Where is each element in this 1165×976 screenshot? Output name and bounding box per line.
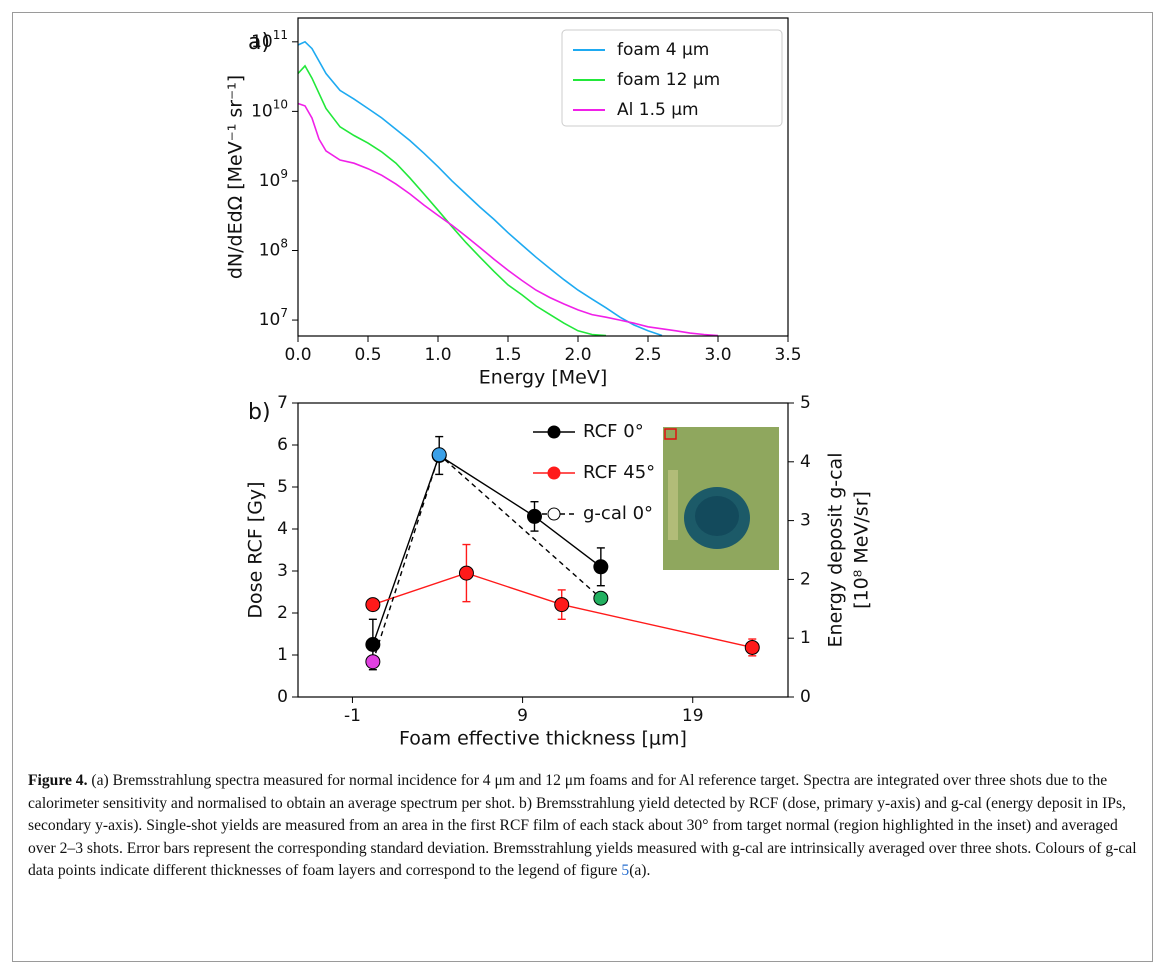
y2-tick-label: 0	[800, 687, 811, 707]
series-line	[297, 102, 719, 337]
tick-base: 10	[251, 32, 273, 52]
y2-axis-label: [10⁸ MeV/sr]	[851, 491, 873, 609]
y2-axis-label: Energy deposit g-cal	[825, 453, 847, 648]
figure-link[interactable]: 5	[621, 862, 630, 880]
y-tick-label: 0	[277, 687, 288, 707]
caption-text: (a) Bremsstrahlung spectra measured for …	[28, 772, 1137, 880]
y-tick-label: 1010	[251, 97, 288, 122]
tick-base: 10	[251, 101, 273, 121]
data-point	[744, 639, 760, 655]
legend-label: foam 4 μm	[617, 40, 709, 60]
data-point	[593, 559, 609, 575]
tick-base: 10	[259, 171, 281, 191]
tick-exponent: 9	[280, 166, 288, 180]
x-axis-label: Foam effective thickness [μm]	[399, 728, 687, 750]
tick-exponent: 7	[280, 306, 288, 320]
y-tick-label: 5	[277, 477, 288, 497]
y2-tick-label: 2	[800, 569, 811, 589]
y-tick-label: 1	[277, 645, 288, 665]
x-tick-label: 1.5	[494, 345, 521, 365]
data-point	[458, 565, 474, 581]
y2-tick-label: 1	[800, 628, 811, 648]
y-tick-label: 107	[259, 306, 288, 331]
legend-label: RCF 0°	[583, 421, 644, 442]
tick-base: 10	[259, 241, 281, 261]
data-point	[526, 508, 542, 524]
y-tick-label: 109	[259, 166, 288, 191]
legend-marker	[547, 466, 561, 480]
data-point	[593, 590, 609, 606]
x-tick-label: 0.0	[284, 345, 311, 365]
y-tick-label: 1011	[251, 27, 288, 52]
data-point	[365, 637, 381, 652]
caption-label: Figure 4.	[28, 772, 88, 789]
y-axis-label: Dose RCF [Gy]	[245, 481, 267, 618]
figure-frame	[12, 12, 1153, 962]
figures: a)0.0 0.5 1.0 1.5 2.0 2.5 3.0 3.510710810910101…	[225, 17, 873, 750]
legend-box	[561, 29, 783, 127]
y-tick-label: 108	[259, 236, 288, 261]
legend-label: RCF 45°	[583, 462, 655, 483]
caption: Figure 4. (a) Bremsstrahlung spectra mea…	[28, 770, 1138, 883]
tick-exponent: 10	[273, 97, 288, 111]
x-tick-label: 2.0	[564, 345, 591, 365]
y2-tick-label: 3	[800, 511, 811, 531]
legend-label: foam 12 μm	[617, 70, 720, 90]
caption-text: (a).	[629, 862, 651, 880]
x-tick-label: 1.0	[424, 345, 451, 365]
panel-label: a)	[248, 30, 270, 55]
plot-frame	[297, 17, 789, 337]
x-tick-label: 19	[682, 706, 704, 726]
legend-label: Al 1.5 μm	[617, 100, 699, 120]
data-point	[365, 654, 381, 670]
series-line	[372, 454, 602, 645]
y-tick-label: 2	[277, 603, 288, 623]
series-line	[372, 572, 753, 649]
y-tick-label: 3	[277, 561, 288, 581]
legend-label: g-cal 0°	[583, 503, 653, 524]
y-tick-label: 4	[277, 519, 288, 539]
x-axis-label: Energy [MeV]	[479, 367, 607, 389]
y-tick-label: 7	[277, 393, 288, 413]
tick-exponent: 11	[273, 27, 288, 41]
y-tick-label: 6	[277, 435, 288, 455]
data-point	[431, 447, 447, 463]
series-line	[297, 64, 607, 337]
tick-base: 10	[259, 310, 281, 330]
tick-exponent: 8	[280, 236, 288, 250]
data-point	[554, 597, 570, 613]
y-axis-label: dN/dEdΩ [MeV⁻¹ sr⁻¹]	[225, 75, 247, 279]
y2-tick-label: 5	[800, 393, 811, 413]
x-tick-label: -1	[344, 706, 361, 726]
x-tick-label: 3.5	[774, 345, 801, 365]
panel-label: b)	[248, 400, 271, 425]
inset	[663, 427, 779, 570]
x-tick-label: 2.5	[634, 345, 661, 365]
legend-marker	[547, 425, 561, 439]
legend-marker	[547, 507, 561, 521]
x-tick-label: 3.0	[704, 345, 731, 365]
plot-frame	[297, 402, 789, 698]
y2-tick-label: 4	[800, 452, 811, 472]
x-tick-label: 9	[517, 706, 528, 726]
x-tick-label: 0.5	[354, 345, 381, 365]
data-point	[365, 597, 381, 613]
series-line	[297, 40, 663, 337]
